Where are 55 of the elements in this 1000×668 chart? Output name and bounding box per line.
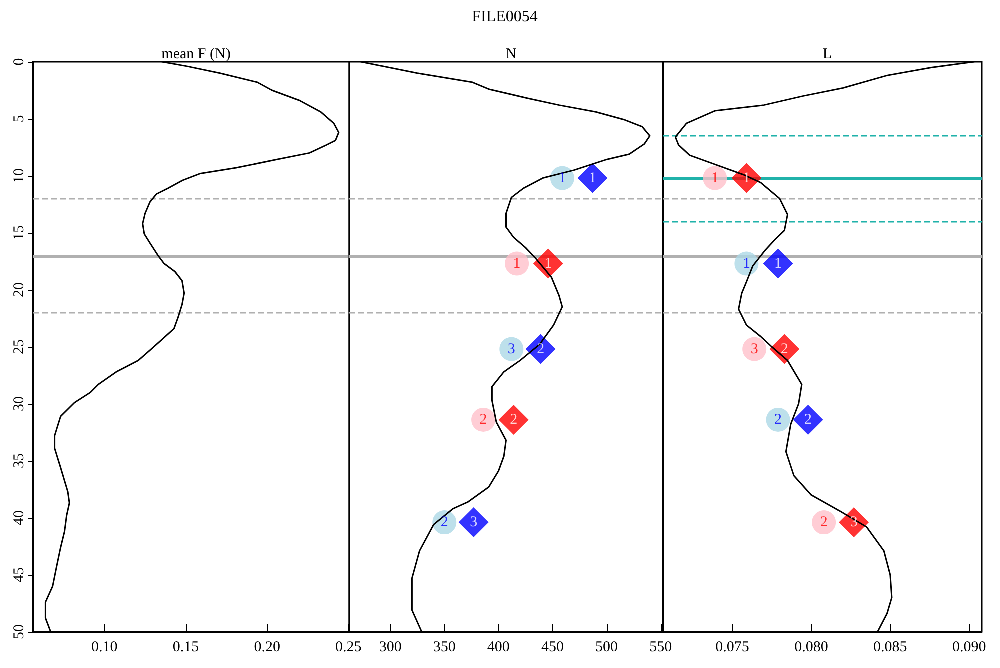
point (458, 508, 489, 538)
x-tick-label: 350 (433, 640, 456, 656)
point (793, 404, 824, 435)
annotation: 2 (510, 412, 518, 428)
x-tick-label: 0.075 (716, 640, 750, 656)
annotation: 2 (774, 412, 782, 428)
annotation: 2 (820, 514, 828, 531)
annotation: 2 (480, 412, 488, 428)
annotation: 1 (513, 256, 521, 272)
x-tick-label: 0.085 (874, 640, 908, 656)
y-tick-label: 40 (12, 510, 28, 526)
annotation: 1 (774, 256, 782, 272)
point (578, 163, 608, 194)
y-tick-label: 35 (12, 454, 28, 468)
y-tick-label: 50 (12, 624, 28, 640)
y-tick-label: 5 (12, 115, 28, 123)
x-tick-label: 450 (541, 640, 564, 656)
x-tick-label: 0.080 (794, 640, 828, 656)
x-tick-label: 0.20 (254, 640, 280, 656)
annotation: 3 (508, 341, 516, 358)
x-tick-label: 400 (487, 640, 510, 656)
point (763, 248, 794, 279)
x-tick-label: 0.25 (336, 640, 362, 656)
annotation: 1 (558, 170, 566, 186)
chart-title: FILE0054 (472, 8, 538, 26)
annotation: 2 (537, 341, 545, 358)
x-tick-label: 300 (379, 640, 402, 656)
annotation: 2 (780, 341, 788, 358)
chart-subtitle: L (822, 46, 832, 62)
chart-subtitle: N (506, 46, 517, 62)
annotation: 2 (804, 412, 812, 428)
annotation: 1 (742, 256, 750, 272)
x-tick-label: 500 (596, 640, 618, 656)
y-tick-label: 20 (12, 282, 28, 298)
y-tick-label: 30 (12, 396, 28, 412)
y-tick-label: 0 (12, 58, 28, 66)
point (812, 510, 836, 535)
y-tick-label: 45 (12, 568, 28, 582)
chart-subtitle: mean F (N) (162, 46, 231, 62)
annotation: 1 (544, 256, 552, 272)
x-tick-label: 550 (650, 640, 672, 656)
annotation: 2 (440, 514, 448, 531)
y-tick-label: 10 (12, 168, 28, 184)
point (703, 166, 728, 190)
annotation: 1 (711, 170, 719, 186)
x-tick-label: 0.090 (952, 640, 986, 656)
annotation: 3 (750, 341, 758, 358)
x-tick-label: 0.10 (91, 640, 118, 656)
y-tick-label: 25 (12, 340, 28, 354)
y-tick-label: 15 (12, 226, 28, 240)
annotation: 3 (470, 514, 478, 531)
point (498, 404, 529, 435)
x-tick-label: 0.15 (172, 640, 200, 656)
point (505, 252, 530, 276)
annotation: 1 (588, 170, 596, 186)
